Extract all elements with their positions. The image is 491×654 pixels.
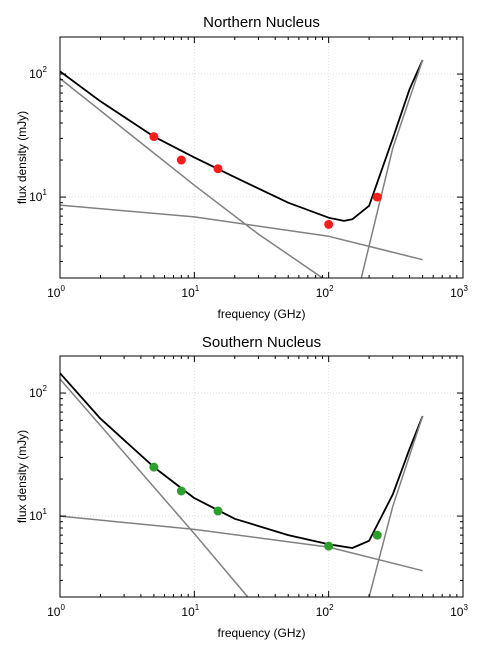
x-axis-label: frequency (GHz) [217, 626, 305, 640]
data-point [324, 219, 334, 229]
data-point [176, 155, 186, 165]
plot-frame [59, 355, 464, 598]
chart-panel-1: 100 101 102 103 101 102 Northern Nucleus freque… [15, 14, 468, 321]
data-point [213, 506, 223, 516]
x-tick-label: 100 [47, 284, 65, 300]
plot-frame [59, 36, 464, 279]
data-point [213, 164, 223, 174]
x-tick-label: 101 [181, 284, 199, 300]
chart-panel-2: 100 101 102 103 101 102 Southern Nucleus freque… [15, 334, 468, 640]
y-tick-label: 102 [29, 384, 47, 400]
y-axis-label: flux density (mJy) [15, 430, 29, 523]
plot-area [60, 372, 424, 597]
chart-title: Northern Nucleus [203, 14, 320, 31]
component-line-1 [60, 378, 249, 597]
y-tick-label: 101 [29, 188, 47, 204]
component-line-3 [360, 59, 424, 278]
x-tick-label: 102 [316, 284, 334, 300]
component-line-2 [60, 204, 423, 261]
data-point [324, 541, 334, 551]
x-tick-label: 102 [316, 603, 334, 619]
y-tick-label: 101 [29, 507, 47, 523]
component-line-2 [60, 515, 423, 572]
component-line-3 [368, 415, 424, 597]
data-point [372, 192, 382, 202]
total-fit-line [60, 372, 424, 549]
component-line-1 [60, 77, 323, 278]
x-axis-label: frequency (GHz) [217, 307, 305, 321]
data-point [176, 486, 186, 496]
data-point [149, 462, 159, 472]
plot-area [60, 59, 424, 278]
chart-title: Southern Nucleus [202, 334, 321, 351]
x-tick-label: 103 [450, 284, 468, 300]
data-point [372, 530, 382, 540]
x-tick-label: 100 [47, 603, 65, 619]
x-tick-label: 103 [450, 603, 468, 619]
data-point [149, 132, 159, 142]
y-axis-label: flux density (mJy) [15, 111, 29, 204]
x-tick-label: 101 [181, 603, 199, 619]
y-tick-label: 102 [29, 65, 47, 81]
